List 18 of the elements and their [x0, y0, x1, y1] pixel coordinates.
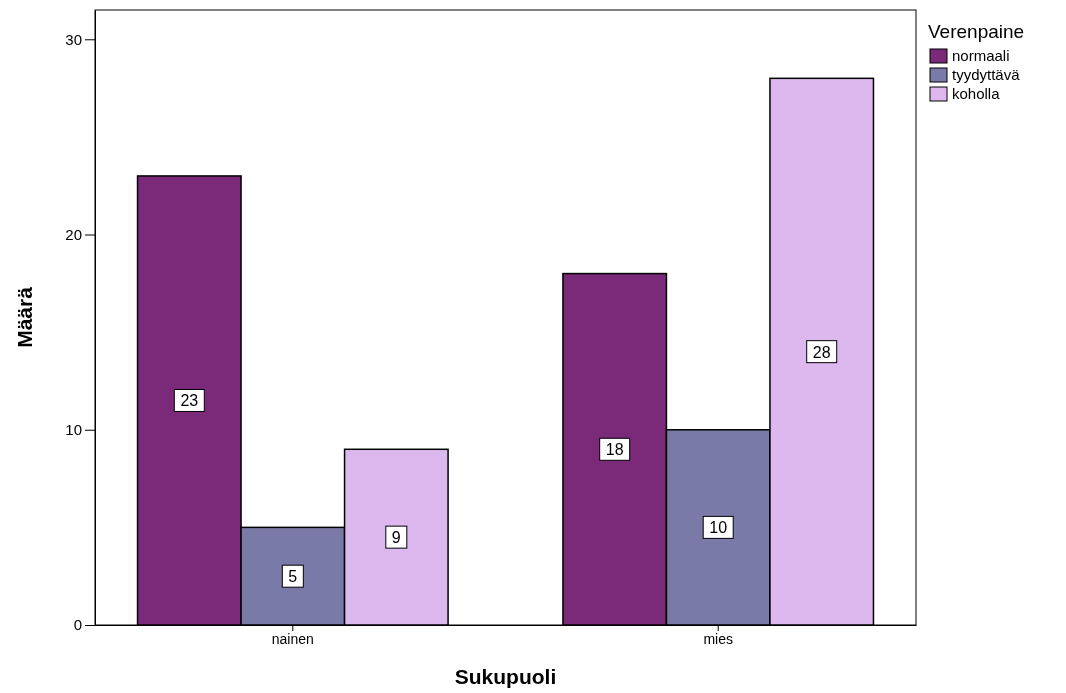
data-label: 5 [288, 568, 298, 586]
y-tick-label: 30 [65, 30, 82, 48]
y-tick-label: 0 [73, 616, 82, 634]
data-label: 28 [812, 343, 831, 361]
data-label: 18 [605, 441, 624, 459]
x-tick-label: mies [703, 630, 733, 647]
legend-label: tyydyttävä [952, 66, 1021, 83]
legend-label: normaali [952, 47, 1010, 64]
x-tick-label: nainen [271, 630, 314, 647]
legend-label: koholla [952, 85, 1001, 102]
data-label: 9 [391, 529, 401, 547]
y-tick-label: 20 [65, 225, 82, 243]
y-axis-title: Määrä [13, 286, 36, 348]
data-label: 10 [709, 519, 728, 537]
data-label: 23 [180, 392, 199, 410]
x-axis-title: Sukupuoli [454, 665, 557, 688]
legend-title: Verenpaine [928, 21, 1025, 42]
y-tick-label: 10 [65, 421, 82, 439]
